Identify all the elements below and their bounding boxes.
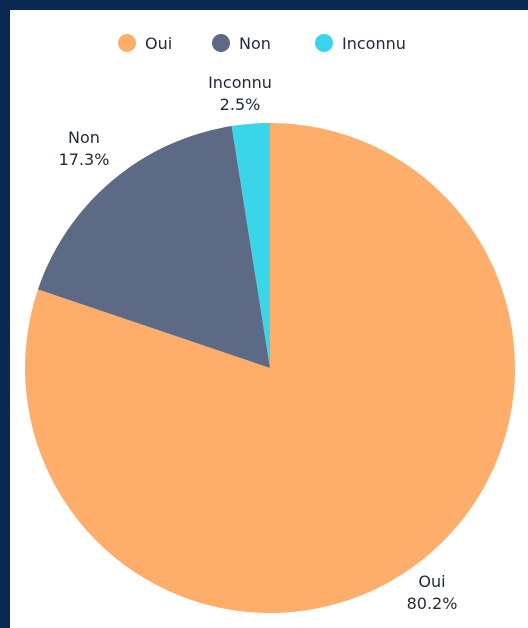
pie-slice-inconnu[interactable] [231,123,270,368]
legend-swatch-inconnu [315,34,333,52]
legend-label-oui: Oui [145,33,173,53]
legend-item-inconnu[interactable]: Inconnu [315,32,406,54]
legend-item-oui[interactable]: Oui [118,32,172,54]
slice-label-name-inconnu: Inconnu [208,73,272,92]
legend-swatch-non [212,34,230,52]
chart-legend: Oui Non Inconnu [0,32,528,54]
legend-label-non: Non [239,33,271,53]
legend-label-inconnu: Inconnu [342,33,406,53]
slice-label-name-non: Non [68,128,100,147]
slice-label-value-non: 17.3% [59,150,110,169]
slice-label-value-oui: 80.2% [407,594,458,613]
legend-swatch-oui [118,34,136,52]
pie-slice-non[interactable] [37,126,271,368]
slice-label-name-oui: Oui [418,572,445,591]
legend-item-non[interactable]: Non [212,32,271,54]
slice-label-value-inconnu: 2.5% [220,95,261,114]
